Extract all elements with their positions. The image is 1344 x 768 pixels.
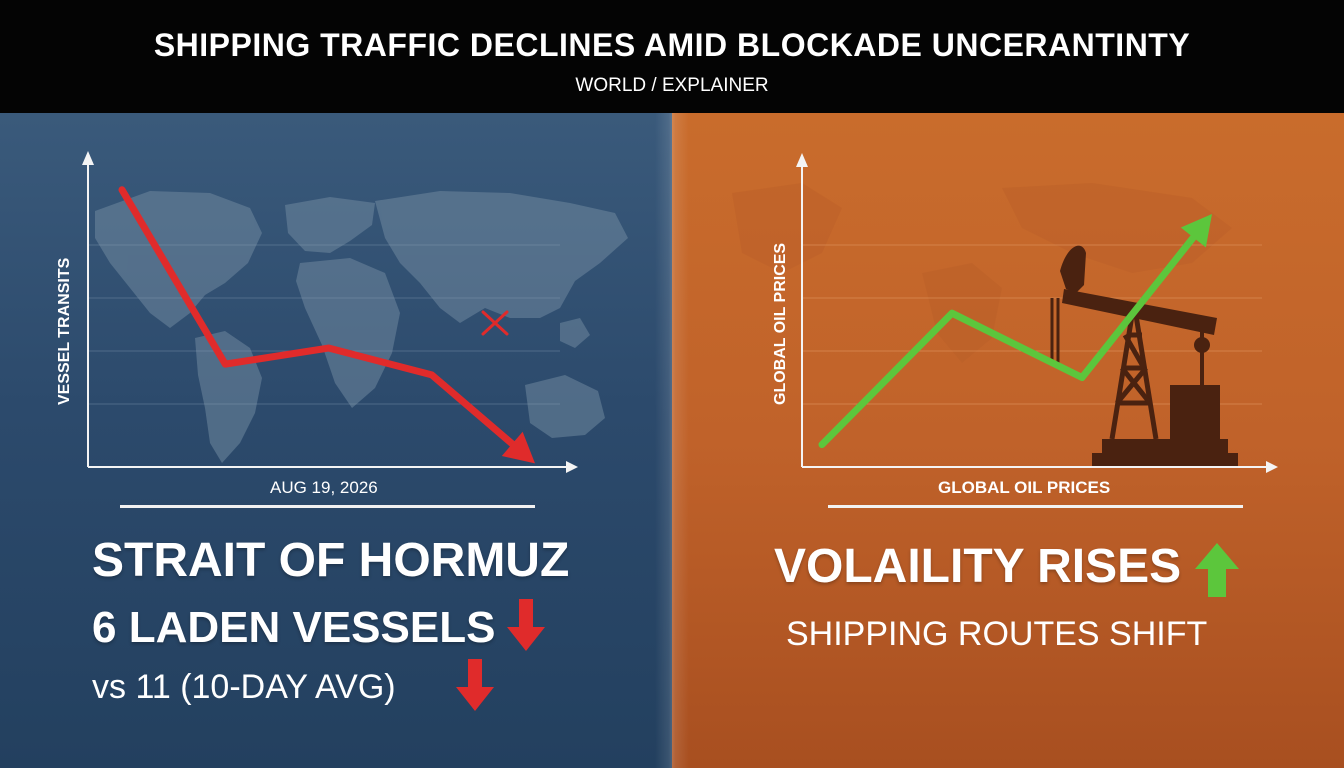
panel-title: STRAIT OF HORMUZ [92, 534, 570, 587]
vessel-transits-line [118, 186, 519, 450]
y-axis-label: GLOBAL OIL PRICES [772, 242, 789, 405]
vessel-transits-chart [82, 151, 628, 473]
y-axis-label: VESSEL TRANSITS [56, 257, 73, 405]
oil-pump-jack-icon [1050, 245, 1238, 467]
chart-axes [82, 151, 578, 473]
x-axis-label: AUG 19, 2026 [270, 478, 378, 497]
world-map-icon [95, 191, 628, 463]
right-panel: GLOBAL OIL PRICES GLOBAL OIL PRICES VOLA… [672, 113, 1344, 768]
arrow-down-icon [456, 659, 494, 711]
arrow-down-icon [507, 599, 545, 651]
oil-prices-chart [732, 153, 1278, 473]
arrow-up-icon [1195, 543, 1239, 597]
left-panel: VESSEL TRANSITS AUG 19, 2026 STRAIT OF H… [0, 113, 672, 768]
panel-divider [655, 113, 689, 768]
trend-arrowhead [1180, 213, 1212, 248]
panel-title: VOLAILITY RISES [774, 540, 1182, 593]
world-map-icon [732, 183, 1232, 363]
stat-headline: 6 LADEN VESSELS [92, 603, 496, 652]
headline: SHIPPING TRAFFIC DECLINES AMID BLOCKADE … [153, 27, 1191, 63]
comparison-text: vs 11 (10-DAY AVG) [92, 668, 396, 706]
chart-axes [796, 153, 1278, 473]
divider-rule [828, 505, 1243, 508]
trend-arrowhead [501, 431, 535, 464]
section-kicker: WORLD / EXPLAINER [575, 75, 769, 96]
oil-price-line [818, 230, 1200, 449]
x-axis-label: GLOBAL OIL PRICES [938, 478, 1111, 497]
header-bar: SHIPPING TRAFFIC DECLINES AMID BLOCKADE … [0, 0, 1344, 113]
x-mark-icon [481, 310, 509, 336]
panel-subtitle: SHIPPING ROUTES SHIFT [786, 615, 1208, 653]
divider-rule [120, 505, 535, 508]
